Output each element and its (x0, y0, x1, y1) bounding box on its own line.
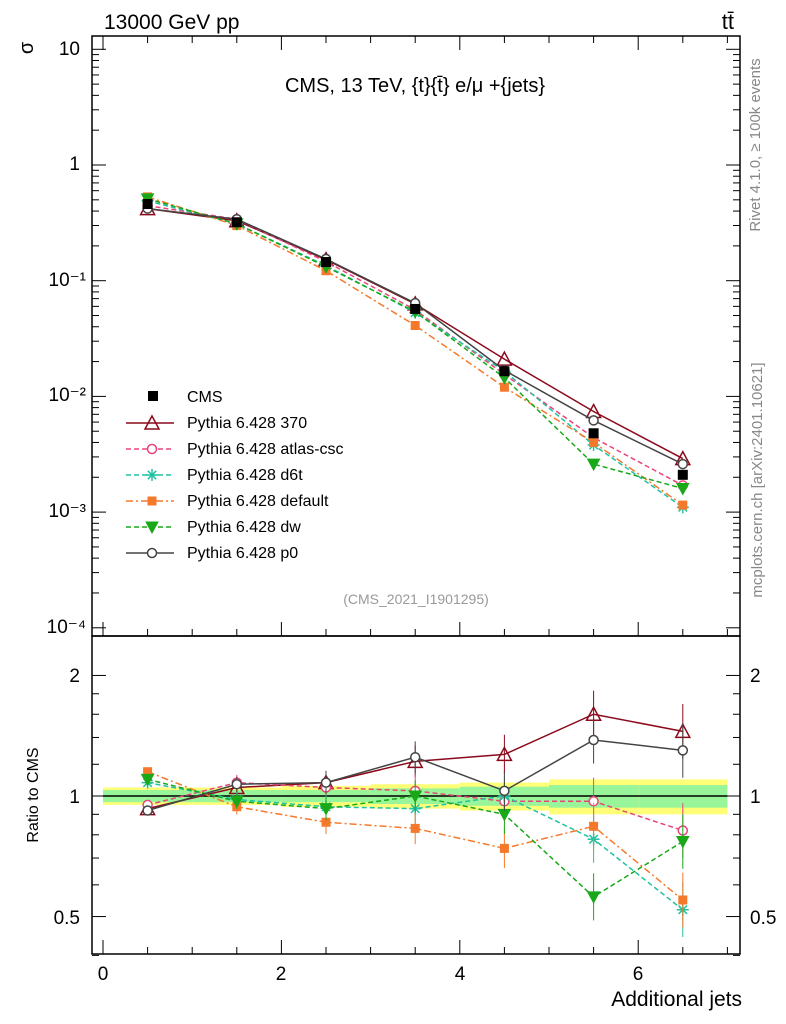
ratio-point-series-4 (499, 843, 509, 853)
y-tick-label-1: 1 (69, 154, 80, 175)
legend-marker-3 (146, 469, 158, 481)
cms-data-point (231, 217, 242, 228)
main-y-tick-labels: 10 1 10⁻¹ 10⁻² 10⁻³ 10⁻⁴ (47, 39, 86, 638)
ratio-point-series-5 (586, 891, 601, 904)
legend-marker-4 (147, 496, 157, 506)
ratio-plot-frame (91, 635, 741, 955)
ratio-tick-label-0.5-right: 0.5 (750, 908, 776, 929)
ratio-point-series-5 (229, 795, 244, 809)
ratio-point-series-4 (589, 821, 599, 831)
legend-marker-1 (143, 414, 161, 430)
ratio-point-series-5 (408, 790, 423, 804)
legend-marker-6 (146, 547, 158, 559)
ratio-point-series-5 (140, 773, 155, 787)
ratio-y-axis-title: Ratio to CMS (25, 747, 42, 842)
ratio-point-series-6 (409, 751, 421, 763)
legend-label-d6t: Pythia 6.428 d6t (187, 467, 303, 484)
cms-data-point (142, 199, 153, 210)
rivet-version-text: Rivet 4.1.0, ≥ 100k events (747, 58, 764, 231)
y-tick-label-0.1: 10⁻¹ (49, 270, 87, 291)
data-point-series-4 (589, 437, 599, 447)
ratio-point-series-6 (320, 777, 332, 788)
y-tick-label-0.01: 10⁻² (49, 385, 87, 406)
y-tick-label-0.0001: 10⁻⁴ (47, 617, 86, 638)
ratio-point-series-1 (496, 745, 513, 762)
legend-marker-5 (145, 521, 159, 535)
data-point-series-4 (678, 500, 688, 510)
cms-data-point (410, 303, 421, 314)
ratio-point-series-4 (143, 767, 153, 777)
data-point-series-5 (586, 458, 601, 472)
legend-label-atlas-csc: Pythia 6.428 atlas-csc (187, 441, 344, 458)
legend-marker-cms (148, 391, 158, 401)
series-line-3 (147, 200, 684, 508)
ratio-tick-label-2: 2 (69, 666, 80, 687)
ratio-point-series-6 (142, 805, 153, 816)
legend: CMS Pythia 6.428 370 Pythia 6.428 atlas-… (187, 389, 344, 562)
mcplots-reference-text: mcplots.cern.ch [arXiv:2401.10621] (749, 362, 766, 597)
x-tick-label-6: 6 (633, 964, 644, 985)
plot-content (92, 36, 740, 956)
ratio-point-series-4 (410, 823, 420, 833)
x-tick-label-4: 4 (455, 964, 466, 985)
ratio-point-series-6 (677, 745, 689, 756)
ratio-point-series-4 (321, 817, 331, 827)
ratio-tick-label-1: 1 (69, 787, 80, 808)
data-point-series-4 (410, 321, 420, 331)
x-tick-labels: 0 2 4 6 (98, 964, 644, 985)
header-energy-label: 13000 GeV pp (104, 11, 239, 34)
cms-data-point (677, 469, 688, 480)
legend-label-cms: CMS (187, 389, 223, 406)
cms-data-point (588, 428, 599, 439)
data-point-series-6 (588, 415, 599, 426)
cms-data-point (321, 257, 331, 268)
ratio-point-series-6 (231, 778, 243, 790)
x-tick-label-2: 2 (276, 964, 287, 985)
ratio-point-series-6 (588, 734, 599, 746)
ratio-point-series-5 (675, 835, 690, 849)
legend-label-p0: Pythia 6.428 p0 (187, 545, 298, 562)
data-point-series-6 (677, 458, 689, 470)
header-process-label: tt̄ (722, 9, 734, 34)
legend-label-default: Pythia 6.428 default (187, 493, 329, 510)
cms-data-point (499, 366, 510, 377)
y-tick-label-0.001: 10⁻³ (49, 501, 87, 522)
data-point-series-5 (675, 482, 690, 496)
ratio-tick-label-1-right: 1 (750, 787, 761, 808)
y-axis-title: σ (16, 41, 38, 54)
legend-label-370: Pythia 6.428 370 (187, 415, 307, 432)
ratio-y-tick-labels: 2 1 0.5 2 1 0.5 (54, 666, 777, 929)
legend-label-dw: Pythia 6.428 dw (187, 519, 301, 536)
series-line-4 (147, 196, 684, 506)
star-stroke (147, 470, 157, 480)
ratio-point-series-4 (678, 895, 688, 905)
x-tick-label-0: 0 (98, 964, 109, 985)
ratio-point-series-5 (319, 803, 333, 816)
ratio-tick-label-0.5: 0.5 (54, 908, 80, 929)
analysis-id-watermark: (CMS_2021_I1901295) (343, 591, 489, 607)
y-tick-label-10: 10 (59, 39, 80, 60)
data-point-series-4 (499, 382, 509, 392)
x-axis-title: Additional jets (611, 988, 742, 1011)
ratio-point-series-6 (499, 785, 510, 797)
ratio-tick-label-2-right: 2 (750, 666, 761, 687)
chart-title: CMS, 13 TeV, {t}{t̄} e/μ +{jets} (285, 75, 545, 97)
legend-marker-2 (146, 443, 158, 455)
